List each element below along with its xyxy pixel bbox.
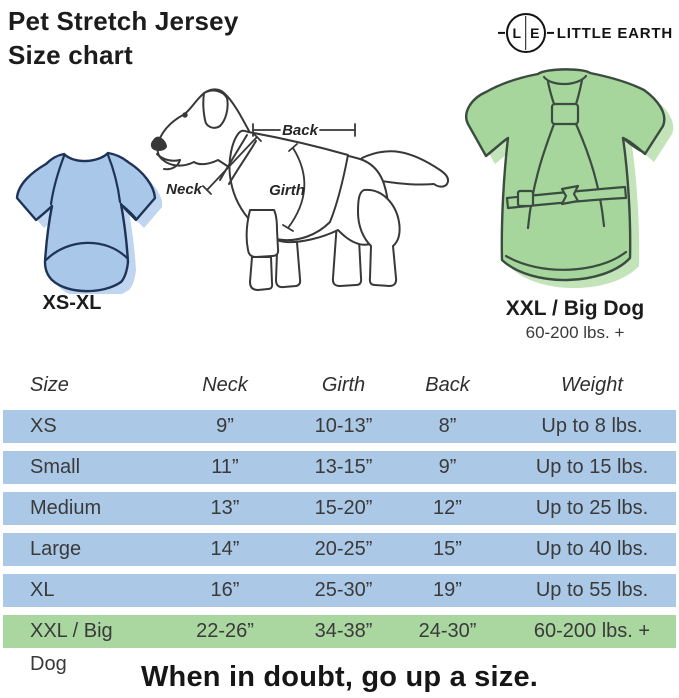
girth-measure-arc bbox=[287, 147, 306, 229]
neck-measure-line bbox=[206, 136, 258, 191]
collar-clip bbox=[550, 102, 580, 126]
table-row-small: Small 11” 13-15” 9” Up to 15 lbs. bbox=[3, 451, 676, 484]
cell-girth: 15-20” bbox=[314, 497, 373, 519]
cell-girth: 13-15” bbox=[314, 456, 373, 478]
collar-line-2 bbox=[228, 140, 257, 185]
table-row-medium: Medium 13” 15-20” 12” Up to 25 lbs. bbox=[3, 492, 676, 525]
vneck-right-line bbox=[574, 78, 584, 106]
cell-back: 12” bbox=[433, 497, 462, 519]
brand-monogram-icon: L E bbox=[505, 13, 546, 53]
collar-line-1 bbox=[219, 134, 248, 181]
header-neck: Neck bbox=[202, 374, 248, 396]
table-row-xxl-big-dog: XXL / Big Dog 22-26” 34-38” 24-30” 60-20… bbox=[3, 615, 676, 675]
big-shirt-illustration bbox=[465, 68, 674, 289]
dog-outline bbox=[156, 88, 450, 291]
small-shirt-illustration bbox=[15, 151, 162, 294]
cell-size: Medium bbox=[30, 497, 102, 519]
underarm-left-seam bbox=[485, 136, 510, 157]
cell-neck: 16” bbox=[210, 579, 240, 601]
big-shirt-details bbox=[485, 74, 647, 271]
cell-neck: 13” bbox=[210, 497, 240, 519]
cell-weight: 60-200 lbs. + bbox=[533, 620, 651, 642]
vneck-left-line bbox=[546, 80, 556, 106]
dog-details bbox=[156, 134, 257, 185]
cell-size: Large bbox=[30, 538, 82, 560]
neck-measure-label: Neck bbox=[166, 181, 203, 198]
header-size: Size bbox=[30, 374, 69, 396]
cell-neck: 22-26” bbox=[196, 620, 254, 642]
monogram-divider bbox=[524, 16, 527, 50]
hem-inner-line bbox=[504, 250, 628, 271]
dog-mouth bbox=[156, 153, 181, 162]
harness-right-line bbox=[574, 122, 606, 228]
cell-girth: 20-25” bbox=[314, 538, 373, 560]
girth-measure-ticks bbox=[282, 143, 298, 232]
cell-neck: 14” bbox=[210, 538, 240, 560]
cell-back: 15” bbox=[433, 538, 462, 560]
small-shirt-body bbox=[15, 151, 157, 293]
big-shirt-weight-label: 60-200 lbs. + bbox=[525, 323, 625, 342]
cell-girth: 34-38” bbox=[314, 620, 373, 642]
small-shirt-seams bbox=[44, 153, 138, 262]
cell-back: 19” bbox=[433, 579, 462, 601]
belt-strap bbox=[505, 184, 628, 210]
size-table: Size Neck Girth Back Weight XS 9” 10-13”… bbox=[3, 372, 676, 675]
page-title-line2: Size chart bbox=[8, 40, 133, 70]
measurement-lines bbox=[202, 123, 356, 232]
brand-logo: L E LITTLE EARTH bbox=[505, 13, 673, 53]
footer-note: When in doubt, go up a size. bbox=[140, 661, 539, 693]
cell-back: 24-30” bbox=[418, 620, 477, 642]
header-weight: Weight bbox=[561, 374, 623, 396]
belt-slider bbox=[516, 189, 535, 208]
girth-measure-label: Girth bbox=[269, 182, 305, 199]
table-row-xs: XS 9” 10-13” 8” Up to 8 lbs. bbox=[3, 410, 676, 443]
brand-name: LITTLE EARTH bbox=[556, 24, 673, 42]
underarm-right-seam bbox=[621, 136, 647, 155]
cell-weight: Up to 25 lbs. bbox=[535, 497, 649, 519]
page-title-line1: Pet Stretch Jersey bbox=[8, 6, 239, 36]
dog-measurement-diagram: Back Neck Girth bbox=[150, 88, 450, 291]
cell-weight: Up to 15 lbs. bbox=[535, 456, 649, 478]
back-measure-label: Back bbox=[282, 122, 319, 139]
neck-measure-ticks bbox=[202, 132, 262, 195]
header-back: Back bbox=[425, 374, 470, 396]
cell-girth: 25-30” bbox=[314, 579, 373, 601]
header-girth: Girth bbox=[321, 374, 366, 396]
belt-buckle bbox=[560, 184, 580, 206]
cell-size: Small bbox=[30, 456, 81, 478]
cell-weight: Up to 55 lbs. bbox=[535, 579, 649, 601]
monogram-letter-l: L bbox=[512, 25, 522, 41]
cell-size: XXL / Big Dog bbox=[30, 620, 113, 675]
dog-nose bbox=[150, 136, 167, 151]
cell-size: XL bbox=[30, 579, 55, 601]
cell-size: XS bbox=[30, 415, 57, 437]
cell-back: 8” bbox=[438, 415, 457, 437]
dog-chin bbox=[163, 159, 181, 171]
big-shirt-size-label: XXL / Big Dog bbox=[505, 297, 645, 320]
cell-neck: 11” bbox=[211, 456, 239, 478]
small-shirt-size-label: XS-XL bbox=[42, 292, 102, 314]
table-row-large: Large 14” 20-25” 15” Up to 40 lbs. bbox=[3, 533, 676, 566]
cell-neck: 9” bbox=[216, 415, 234, 437]
cell-weight: Up to 8 lbs. bbox=[541, 415, 643, 437]
cell-weight: Up to 40 lbs. bbox=[535, 538, 649, 560]
cell-girth: 10-13” bbox=[314, 415, 373, 437]
page-title: Pet Stretch Jersey Size chart bbox=[8, 4, 239, 72]
table-header-row: Size Neck Girth Back Weight bbox=[3, 372, 676, 398]
monogram-letter-e: E bbox=[530, 25, 540, 41]
harness-left-line bbox=[526, 122, 556, 230]
collar-inner-line bbox=[542, 74, 588, 86]
table-row-xl: XL 16” 25-30” 19” Up to 55 lbs. bbox=[3, 574, 676, 607]
dog-eye bbox=[182, 112, 188, 118]
cell-back: 9” bbox=[438, 456, 457, 478]
